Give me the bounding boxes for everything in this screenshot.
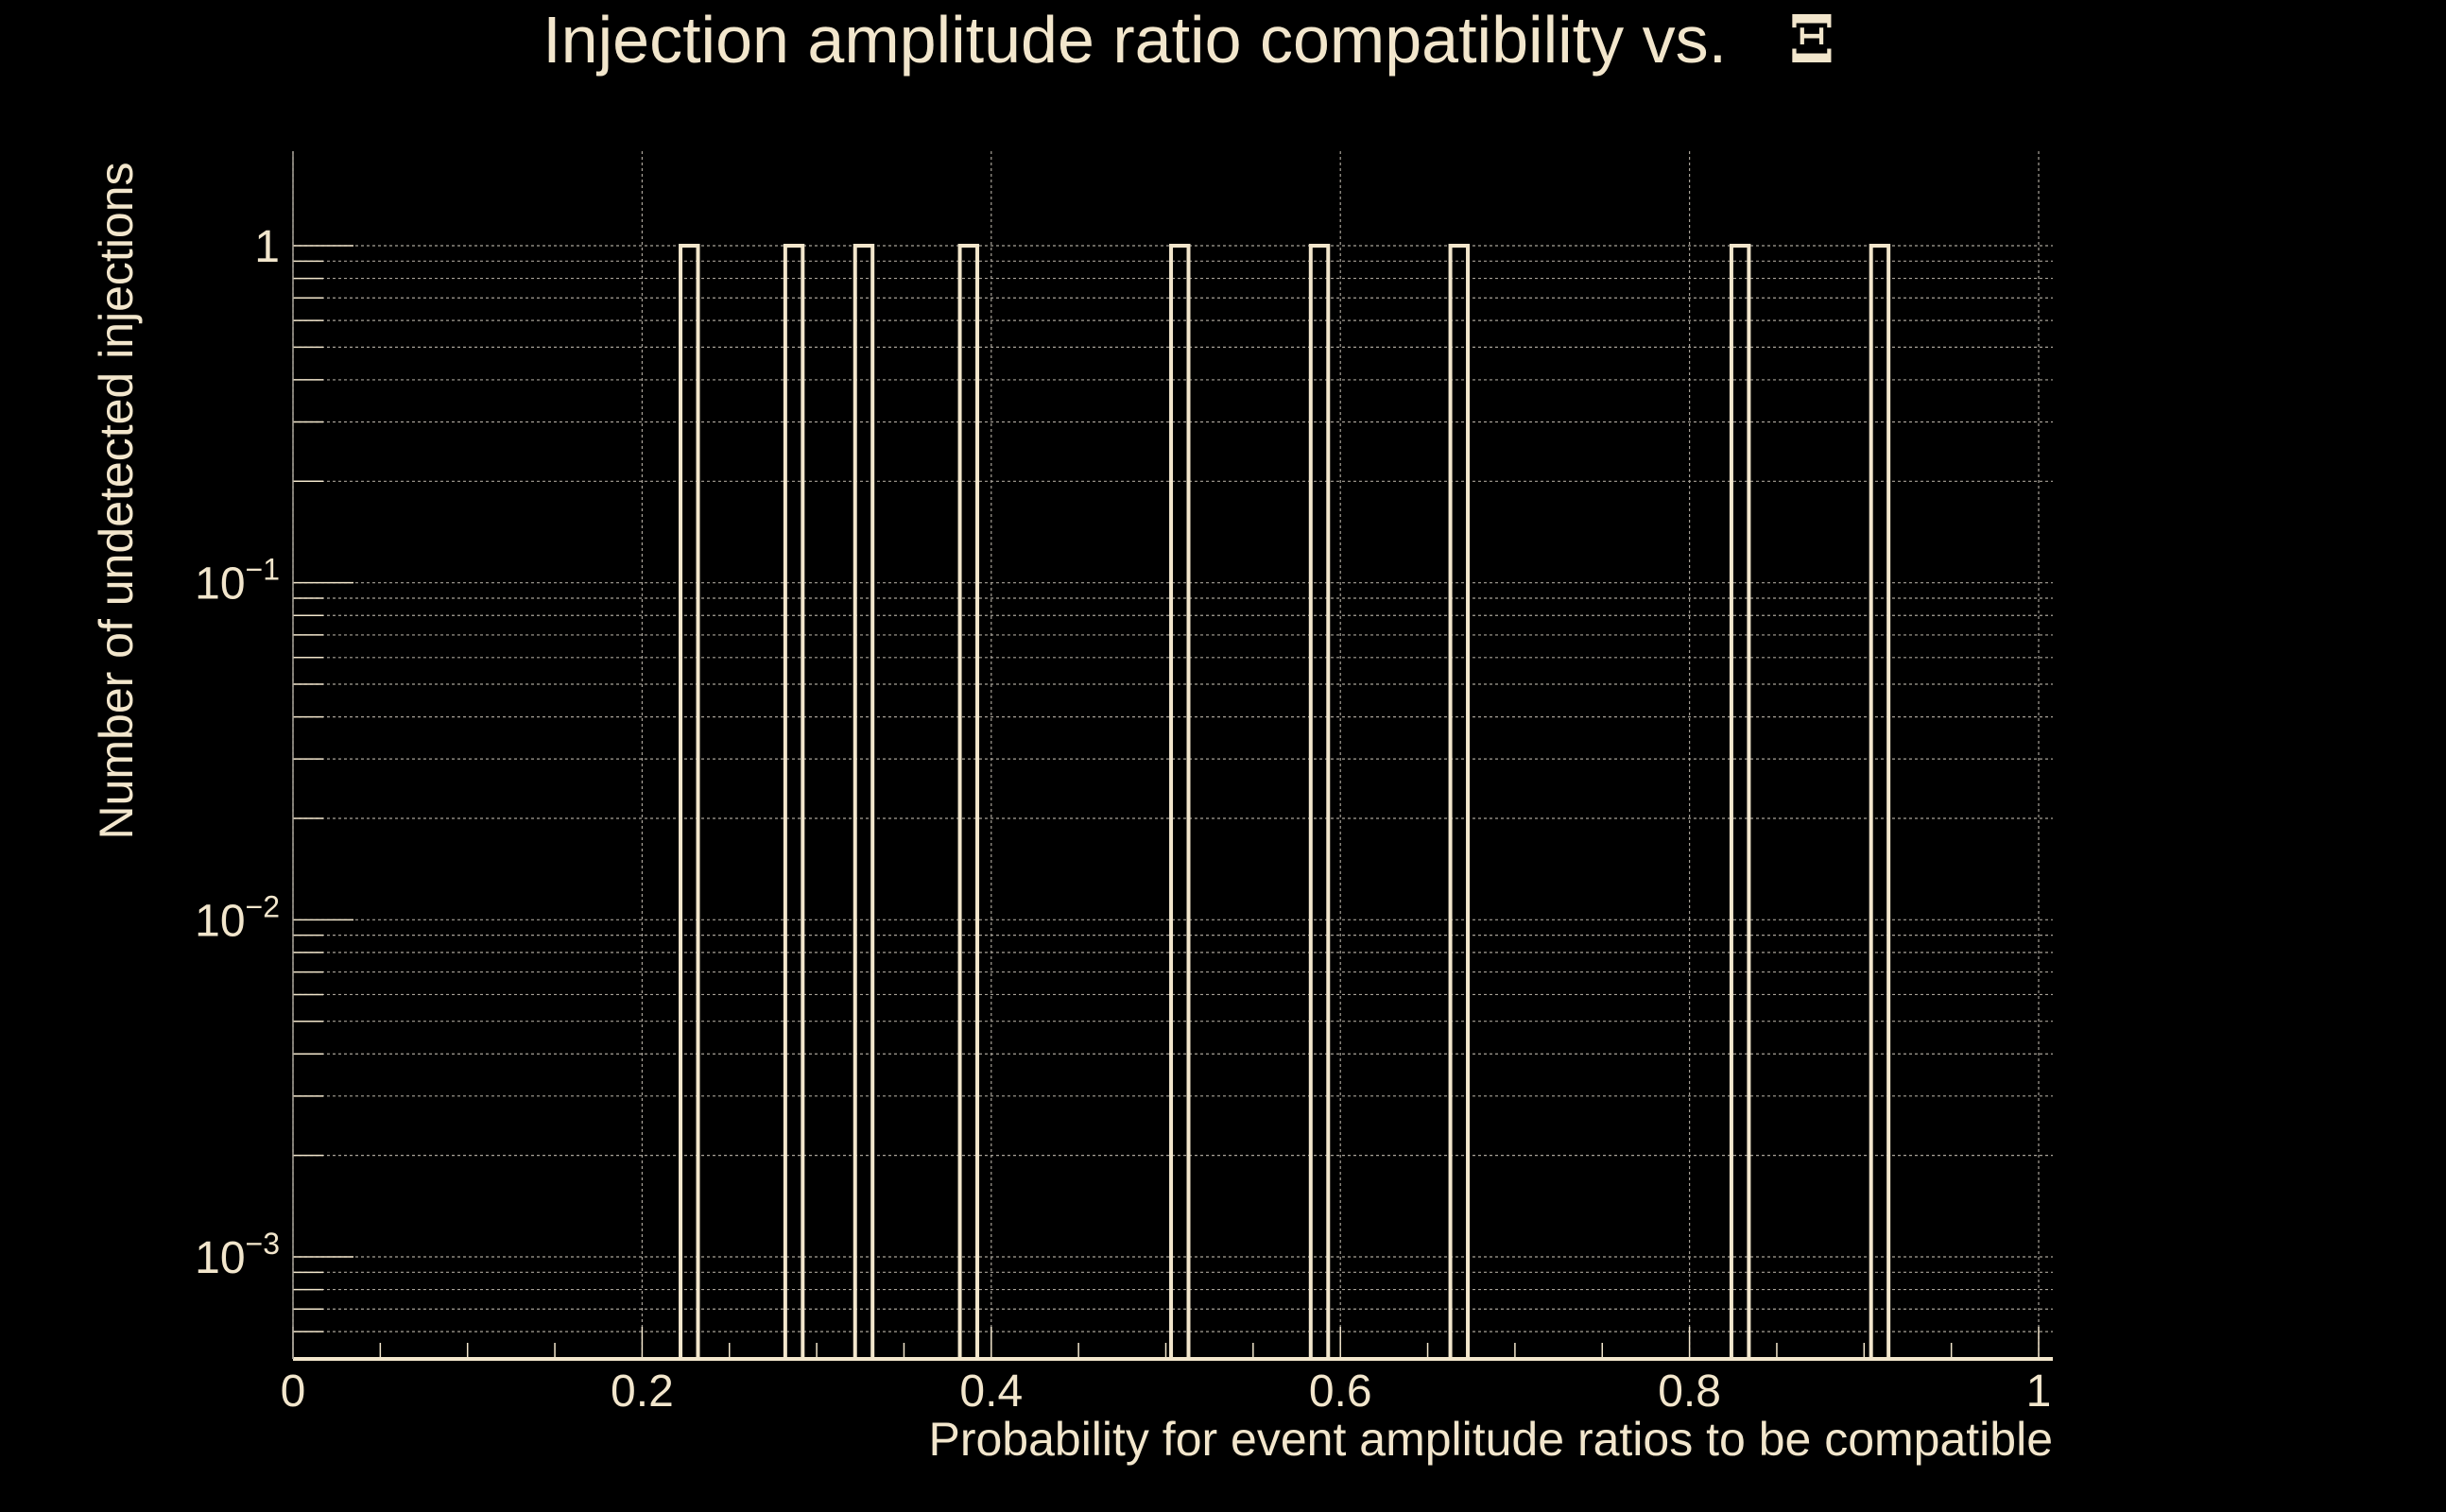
x-axis-label: Probability for event amplitude ratios t… <box>928 1413 2053 1466</box>
y-tick-label: 1 <box>254 222 280 272</box>
histogram-bar <box>1729 244 1751 1359</box>
chart-title: Injection amplitude ratio compatibility … <box>543 0 1835 78</box>
histogram-bar <box>1308 244 1331 1359</box>
y-tick-label: 10−1 <box>195 553 280 610</box>
x-tick-label: 0.2 <box>611 1366 674 1417</box>
axes <box>292 151 2053 1361</box>
x-tick-label: 0.8 <box>1658 1366 1721 1417</box>
x-tick-label: 0 <box>281 1366 306 1417</box>
x-tick-label: 0.4 <box>959 1366 1023 1417</box>
x-tick-label: 0.6 <box>1309 1366 1372 1417</box>
y-axis-label: Number of undetected injections <box>90 162 143 839</box>
chart-title-symbol: Ξ <box>1788 0 1834 78</box>
histogram-bar <box>853 244 875 1359</box>
histogram-bars <box>679 244 1891 1359</box>
histogram-bar <box>679 244 700 1359</box>
histogram-bar <box>783 244 805 1359</box>
y-tick-label: 10−2 <box>195 889 280 946</box>
histogram-bar <box>1169 244 1191 1359</box>
histogram-bar <box>1869 244 1891 1359</box>
histogram-bar <box>957 244 980 1359</box>
chart-title-text: Injection amplitude ratio compatibility … <box>543 3 1727 77</box>
tick-labels: 0 0.2 0.4 0.6 0.8 1 1 10−1 10−2 10−3 <box>195 222 2051 1417</box>
x-tick-label: 1 <box>2026 1366 2052 1417</box>
y-tick-label: 10−3 <box>195 1227 280 1283</box>
histogram-bar <box>1448 244 1471 1359</box>
